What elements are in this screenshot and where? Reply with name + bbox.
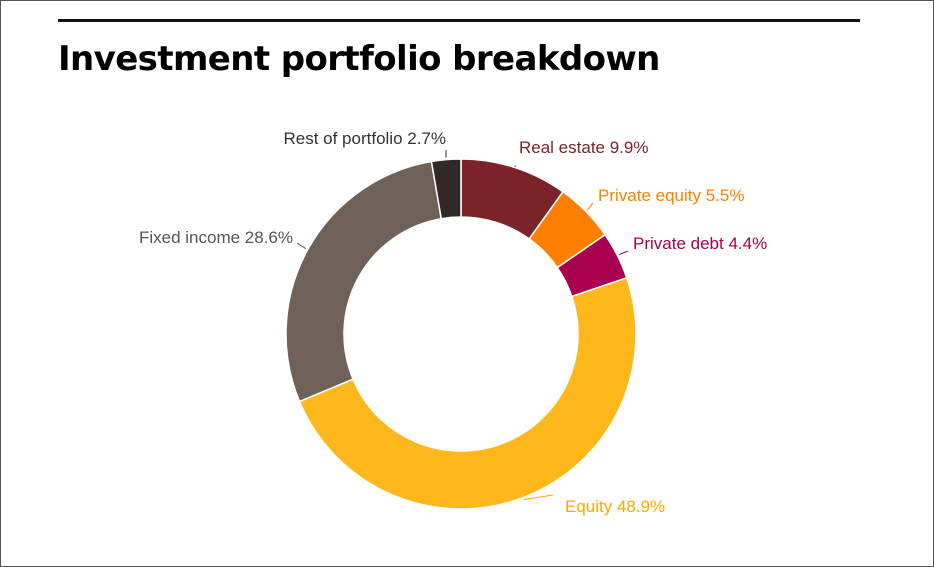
- top-rule: [58, 19, 860, 22]
- label-private-debt: Private debt 4.4%: [633, 234, 767, 253]
- label-real-estate: Real estate 9.9%: [519, 138, 648, 157]
- leader-line-fixed-income: [296, 242, 307, 250]
- chart-title: Investment portfolio breakdown: [58, 39, 660, 79]
- slice-equity: [298, 276, 637, 510]
- label-fixed-income: Fixed income 28.6%: [139, 228, 293, 247]
- leader-line-private-debt: [619, 250, 629, 256]
- slice-fixed-income: [285, 160, 443, 403]
- slice-rest-of-portfolio: [430, 158, 462, 220]
- leader-line-private-equity: [586, 202, 594, 211]
- label-private-equity: Private equity 5.5%: [598, 186, 744, 205]
- label-equity: Equity 48.9%: [565, 497, 665, 516]
- leader-line-equity: [523, 494, 554, 501]
- label-rest-of-portfolio: Rest of portfolio 2.7%: [283, 129, 446, 148]
